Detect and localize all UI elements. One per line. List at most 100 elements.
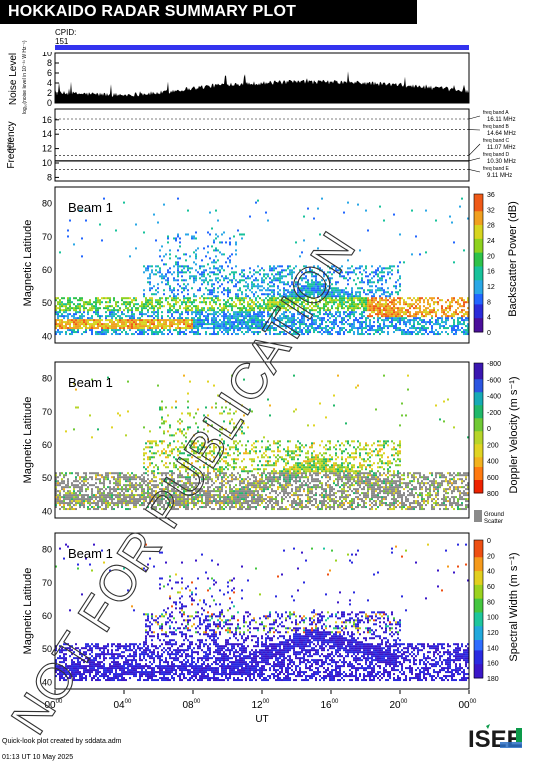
power-cell [249,317,251,320]
vel-cell [205,462,207,465]
power-cell [387,271,389,274]
vel-cell [157,500,159,503]
power-cell [183,331,185,334]
vel-cell [173,504,175,507]
power-cell [435,315,437,318]
power-cell [385,317,387,320]
vel-cell [203,442,205,445]
power-cell [379,309,381,312]
power-cell [341,317,343,320]
power-cell [85,307,87,310]
vel-cell [129,484,131,487]
power-cell [161,245,163,248]
power-cell [257,285,259,288]
vel-cell [219,460,221,463]
power-cell [93,301,95,304]
power-cell [141,331,143,334]
power-cell [403,333,405,336]
power-cell [251,319,253,322]
power-cell [337,287,339,290]
power-cell [325,293,327,296]
vel-cell [113,508,115,511]
power-cell [59,333,61,336]
power-cell [379,297,381,300]
power-cell [353,315,355,318]
power-cell [199,317,201,320]
vel-cell [209,502,211,505]
vel-cell [103,502,105,505]
vel-cell [99,474,101,477]
power-cell [161,273,163,276]
power-cell [171,333,173,336]
power-cell [211,245,213,248]
power-cell [69,219,71,222]
power-cell [149,307,151,310]
power-cell [211,313,213,316]
vel-cell [97,508,99,511]
vel-cell [179,498,181,501]
power-cell [79,323,81,326]
power-cell [147,315,149,318]
power-cell [443,309,445,312]
power-cell [253,307,255,310]
power-cell [235,319,237,322]
power-cell [279,289,281,292]
power-cell [265,303,267,306]
power-cell [183,283,185,286]
power-cell [459,329,461,332]
vel-cell [103,480,105,483]
power-cell [153,305,155,308]
power-cell [211,321,213,324]
power-cell [281,265,283,268]
vel-cell [113,478,115,481]
power-cell [377,281,379,284]
power-cell [297,307,299,310]
power-cell [281,271,283,274]
power-ytick-label: 40 [42,331,52,341]
power-cell [213,327,215,330]
vel-cell [187,454,189,457]
vel-cell [83,482,85,485]
vel-cell [191,498,193,501]
power-cell [229,297,231,300]
power-cell [255,279,257,282]
vel-cell [139,486,141,489]
vel-cell [73,486,75,489]
power-cell [321,323,323,326]
power-cell [447,299,449,302]
power-cell [95,299,97,302]
power-cell [385,307,387,310]
vel-cell [107,474,109,477]
vel-cell [139,496,141,499]
vel-cell [89,496,91,499]
vel-cell [67,496,69,499]
power-cell [271,285,273,288]
vel-cell [177,500,179,503]
vel-cell [161,492,163,495]
power-cell [423,311,425,314]
vel-cell [161,440,163,443]
power-cell [371,285,373,288]
power-cell [389,301,391,304]
power-cell [349,315,351,318]
power-cell [257,325,259,328]
power-cell [337,315,339,318]
power-cell [467,313,469,316]
power-cell [69,297,71,300]
vel-cell [189,478,191,481]
vel-cell [185,484,187,487]
power-cell [245,285,247,288]
power-cell [349,329,351,332]
power-cell [187,293,189,296]
power-colorbar-cell [474,225,483,229]
vel-cell [153,476,155,479]
power-cell [397,309,399,312]
power-cell [409,313,411,316]
power-cell [207,317,209,320]
power-cell [247,321,249,324]
power-cell [161,277,163,280]
vel-cell [171,502,173,505]
power-cell [181,319,183,322]
vel-cell [199,490,201,493]
power-cell [77,311,79,314]
